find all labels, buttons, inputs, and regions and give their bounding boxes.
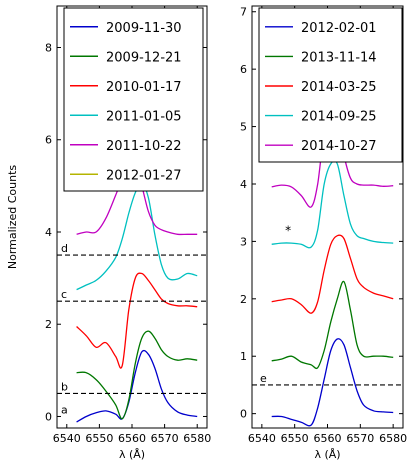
reference-label-3: a — [61, 403, 68, 416]
y-axis-label: Normalized Counts — [6, 165, 19, 270]
x-tick-label-0: 6540 — [53, 432, 81, 445]
series-line-2 — [76, 272, 198, 369]
y-tick-label-0: 0 — [45, 410, 52, 423]
annotation-0: * — [285, 224, 291, 238]
y-tick-label-4: 4 — [240, 178, 247, 191]
x-tick-label-4: 6580 — [183, 432, 211, 445]
x-tick-label-1: 6550 — [281, 432, 309, 445]
reference-label-0: e — [260, 372, 267, 385]
series-line-1 — [271, 280, 394, 370]
reference-label-2: b — [61, 380, 68, 393]
right-panel: e * 6540 6550 6560 6570 6580 0 1 2 3 4 5 6 7 λ (Å) 2012-… — [240, 5, 407, 461]
legend-entry-1: 2009-12-21 — [106, 50, 182, 65]
y-tick-label-0: 0 — [240, 408, 247, 421]
y-tick-label-6: 6 — [240, 63, 247, 76]
x-tick-label-0: 6540 — [248, 432, 276, 445]
series-line-0 — [271, 338, 394, 427]
y-tick-label-4: 8 — [45, 42, 52, 55]
x-axis-label: λ (Å) — [314, 448, 340, 461]
x-tick-label-3: 6570 — [346, 432, 374, 445]
legend-entry-1: 2013-11-14 — [301, 50, 377, 65]
y-tick-label-7: 7 — [240, 6, 247, 19]
legend-box — [63, 7, 204, 192]
legend-entry-4: 2011-10-22 — [106, 139, 182, 154]
series-line-2 — [271, 234, 394, 314]
y-tick-label-2: 2 — [240, 293, 247, 306]
x-tick-label-1: 6550 — [85, 432, 113, 445]
left-panel: d c ba 6540 6550 6560 6570 6580 0 2 4 6 8 λ (Å) Normal… — [6, 5, 211, 461]
legend-entry-0: 2012-02-01 — [301, 21, 377, 36]
legend-entry-2: 2010-01-17 — [106, 80, 182, 95]
y-tick-label-1: 2 — [45, 318, 52, 331]
legend-entry-4: 2014-10-27 — [301, 139, 377, 154]
reference-label-0: d — [61, 242, 68, 255]
x-tick-label-4: 6580 — [379, 432, 407, 445]
legend-entry-0: 2009-11-30 — [106, 21, 182, 36]
x-tick-label-2: 6560 — [314, 432, 342, 445]
legend-box — [258, 7, 403, 163]
y-tick-label-3: 3 — [240, 235, 247, 248]
legend-entry-5: 2012-01-27 — [106, 168, 182, 183]
x-tick-label-3: 6570 — [151, 432, 179, 445]
series-line-3 — [76, 182, 198, 291]
y-tick-label-2: 4 — [45, 226, 52, 239]
legend-entry-3: 2014-09-25 — [301, 110, 377, 125]
y-tick-label-1: 1 — [240, 350, 247, 363]
x-axis-label: λ (Å) — [119, 448, 145, 461]
legend-entry-3: 2011-01-05 — [106, 109, 182, 124]
y-tick-label-5: 5 — [240, 121, 247, 134]
legend-entry-2: 2014-03-25 — [301, 80, 377, 95]
reference-label-1: c — [61, 288, 67, 301]
x-tick-label-2: 6560 — [118, 432, 146, 445]
series-line-0 — [76, 349, 198, 423]
series-line-1 — [76, 330, 198, 420]
y-tick-label-3: 6 — [45, 134, 52, 147]
